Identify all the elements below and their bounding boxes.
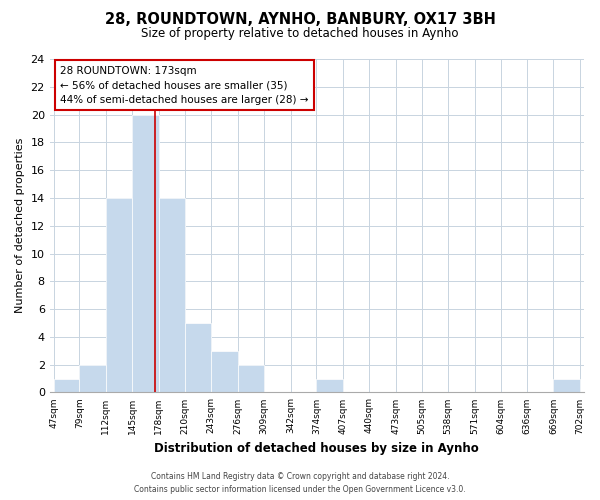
Bar: [133, 114, 159, 392]
Bar: [53, 378, 79, 392]
Bar: [211, 351, 238, 393]
Bar: [159, 198, 185, 392]
X-axis label: Distribution of detached houses by size in Aynho: Distribution of detached houses by size …: [154, 442, 479, 455]
Text: 28 ROUNDTOWN: 173sqm
← 56% of detached houses are smaller (35)
44% of semi-detac: 28 ROUNDTOWN: 173sqm ← 56% of detached h…: [61, 66, 309, 106]
Bar: [238, 364, 264, 392]
Text: 28, ROUNDTOWN, AYNHO, BANBURY, OX17 3BH: 28, ROUNDTOWN, AYNHO, BANBURY, OX17 3BH: [104, 12, 496, 28]
Bar: [185, 323, 211, 392]
Bar: [106, 198, 133, 392]
Bar: [316, 378, 343, 392]
Bar: [553, 378, 580, 392]
Bar: [79, 364, 106, 392]
Text: Size of property relative to detached houses in Aynho: Size of property relative to detached ho…: [141, 28, 459, 40]
Text: Contains HM Land Registry data © Crown copyright and database right 2024.
Contai: Contains HM Land Registry data © Crown c…: [134, 472, 466, 494]
Y-axis label: Number of detached properties: Number of detached properties: [15, 138, 25, 314]
